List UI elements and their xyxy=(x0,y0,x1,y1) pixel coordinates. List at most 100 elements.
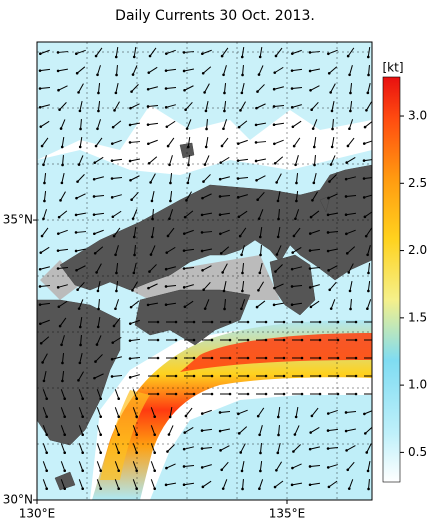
arrow-head xyxy=(39,251,43,254)
arrow-head xyxy=(312,145,316,149)
arrow-head xyxy=(164,285,168,288)
arrow-head xyxy=(312,181,316,185)
arrow-head xyxy=(373,375,376,378)
current-arrow xyxy=(42,479,48,489)
current-arrow xyxy=(39,285,51,287)
lon-label: 130°E xyxy=(19,507,56,521)
current-arrow xyxy=(202,265,212,271)
arrow-head xyxy=(258,271,262,275)
current-arrow xyxy=(132,281,138,291)
arrow-head xyxy=(56,249,60,252)
current-arrow xyxy=(60,461,66,471)
arrow-head xyxy=(310,108,313,112)
colorbar-tick-label: 0.5 xyxy=(408,445,427,459)
current-arrow xyxy=(80,334,82,346)
arrow-head xyxy=(294,163,297,167)
current-arrow xyxy=(277,443,281,453)
current-arrow xyxy=(132,407,138,417)
current-arrow xyxy=(40,319,50,325)
current-arrow xyxy=(328,248,338,252)
current-arrow xyxy=(237,176,249,180)
arrow-head xyxy=(348,127,351,131)
arrow-head xyxy=(93,376,96,380)
current-arrow xyxy=(150,461,156,471)
arrow-head xyxy=(218,213,222,216)
arrow-head xyxy=(38,105,42,109)
current-arrow xyxy=(201,212,213,216)
arrow-head xyxy=(147,286,150,290)
current-arrow xyxy=(132,443,138,453)
current-arrow xyxy=(222,119,228,129)
current-arrow xyxy=(366,101,372,111)
arrow-head xyxy=(241,73,244,77)
current-arrow xyxy=(78,371,84,381)
current-arrow xyxy=(96,479,102,489)
current-arrow xyxy=(240,101,246,111)
current-arrow xyxy=(183,482,195,486)
arrow-head xyxy=(95,271,98,274)
arrow-head xyxy=(45,415,49,418)
current-arrow xyxy=(238,139,248,145)
current-arrow xyxy=(111,158,123,162)
current-arrow xyxy=(367,460,371,472)
arrow-head xyxy=(146,87,150,91)
arrow-head xyxy=(328,180,331,183)
current-arrow xyxy=(328,464,338,468)
arrow-head xyxy=(293,433,297,436)
arrow-head xyxy=(182,465,186,468)
current-arrow xyxy=(93,195,105,197)
current-arrow xyxy=(275,461,283,471)
arrow-head xyxy=(308,286,312,289)
arrow-head xyxy=(40,234,44,238)
current-arrow xyxy=(60,191,66,201)
current-arrow xyxy=(40,49,50,55)
current-arrow xyxy=(150,443,156,453)
arrow-head xyxy=(165,251,169,254)
arrow-head xyxy=(349,307,352,311)
arrow-head xyxy=(218,429,222,433)
current-arrow xyxy=(57,68,69,72)
arrow-head xyxy=(273,71,277,74)
current-arrow xyxy=(219,212,231,216)
arrow-head xyxy=(200,213,204,217)
arrow-head xyxy=(132,271,136,275)
current-arrow xyxy=(169,190,173,202)
arrow-head xyxy=(221,271,224,274)
current-arrow xyxy=(238,409,248,415)
current-arrow xyxy=(130,319,140,325)
current-arrow xyxy=(40,246,50,254)
current-arrow xyxy=(150,425,156,435)
current-arrow xyxy=(79,316,83,328)
current-arrow xyxy=(204,299,210,309)
arrow-head xyxy=(292,234,296,238)
arrow-head xyxy=(96,289,100,293)
current-arrow xyxy=(94,156,104,164)
arrow-head xyxy=(200,231,204,234)
arrow-head xyxy=(264,338,268,342)
current-arrow xyxy=(366,299,372,309)
current-arrow xyxy=(223,281,227,291)
arrow-head xyxy=(128,141,132,144)
current-arrow xyxy=(132,479,138,489)
arrow-head xyxy=(169,199,172,203)
arrow-head xyxy=(117,415,121,418)
current-arrow xyxy=(258,65,264,75)
current-arrow xyxy=(129,158,141,162)
arrow-head xyxy=(117,487,121,490)
current-arrow xyxy=(132,389,138,399)
current-arrow xyxy=(61,136,65,148)
current-arrow xyxy=(112,194,122,198)
current-arrow xyxy=(328,265,338,271)
arrow-head xyxy=(362,159,366,162)
arrow-head xyxy=(255,178,258,182)
current-arrow xyxy=(113,227,121,237)
current-arrow xyxy=(78,83,84,93)
arrow-head xyxy=(366,91,370,95)
arrow-head xyxy=(63,451,67,454)
current-arrow xyxy=(60,425,66,435)
arrow-head xyxy=(318,374,322,378)
arrow-head xyxy=(61,379,64,383)
current-arrow xyxy=(258,281,264,291)
arrow-head xyxy=(236,142,240,145)
arrow-head xyxy=(275,253,279,256)
